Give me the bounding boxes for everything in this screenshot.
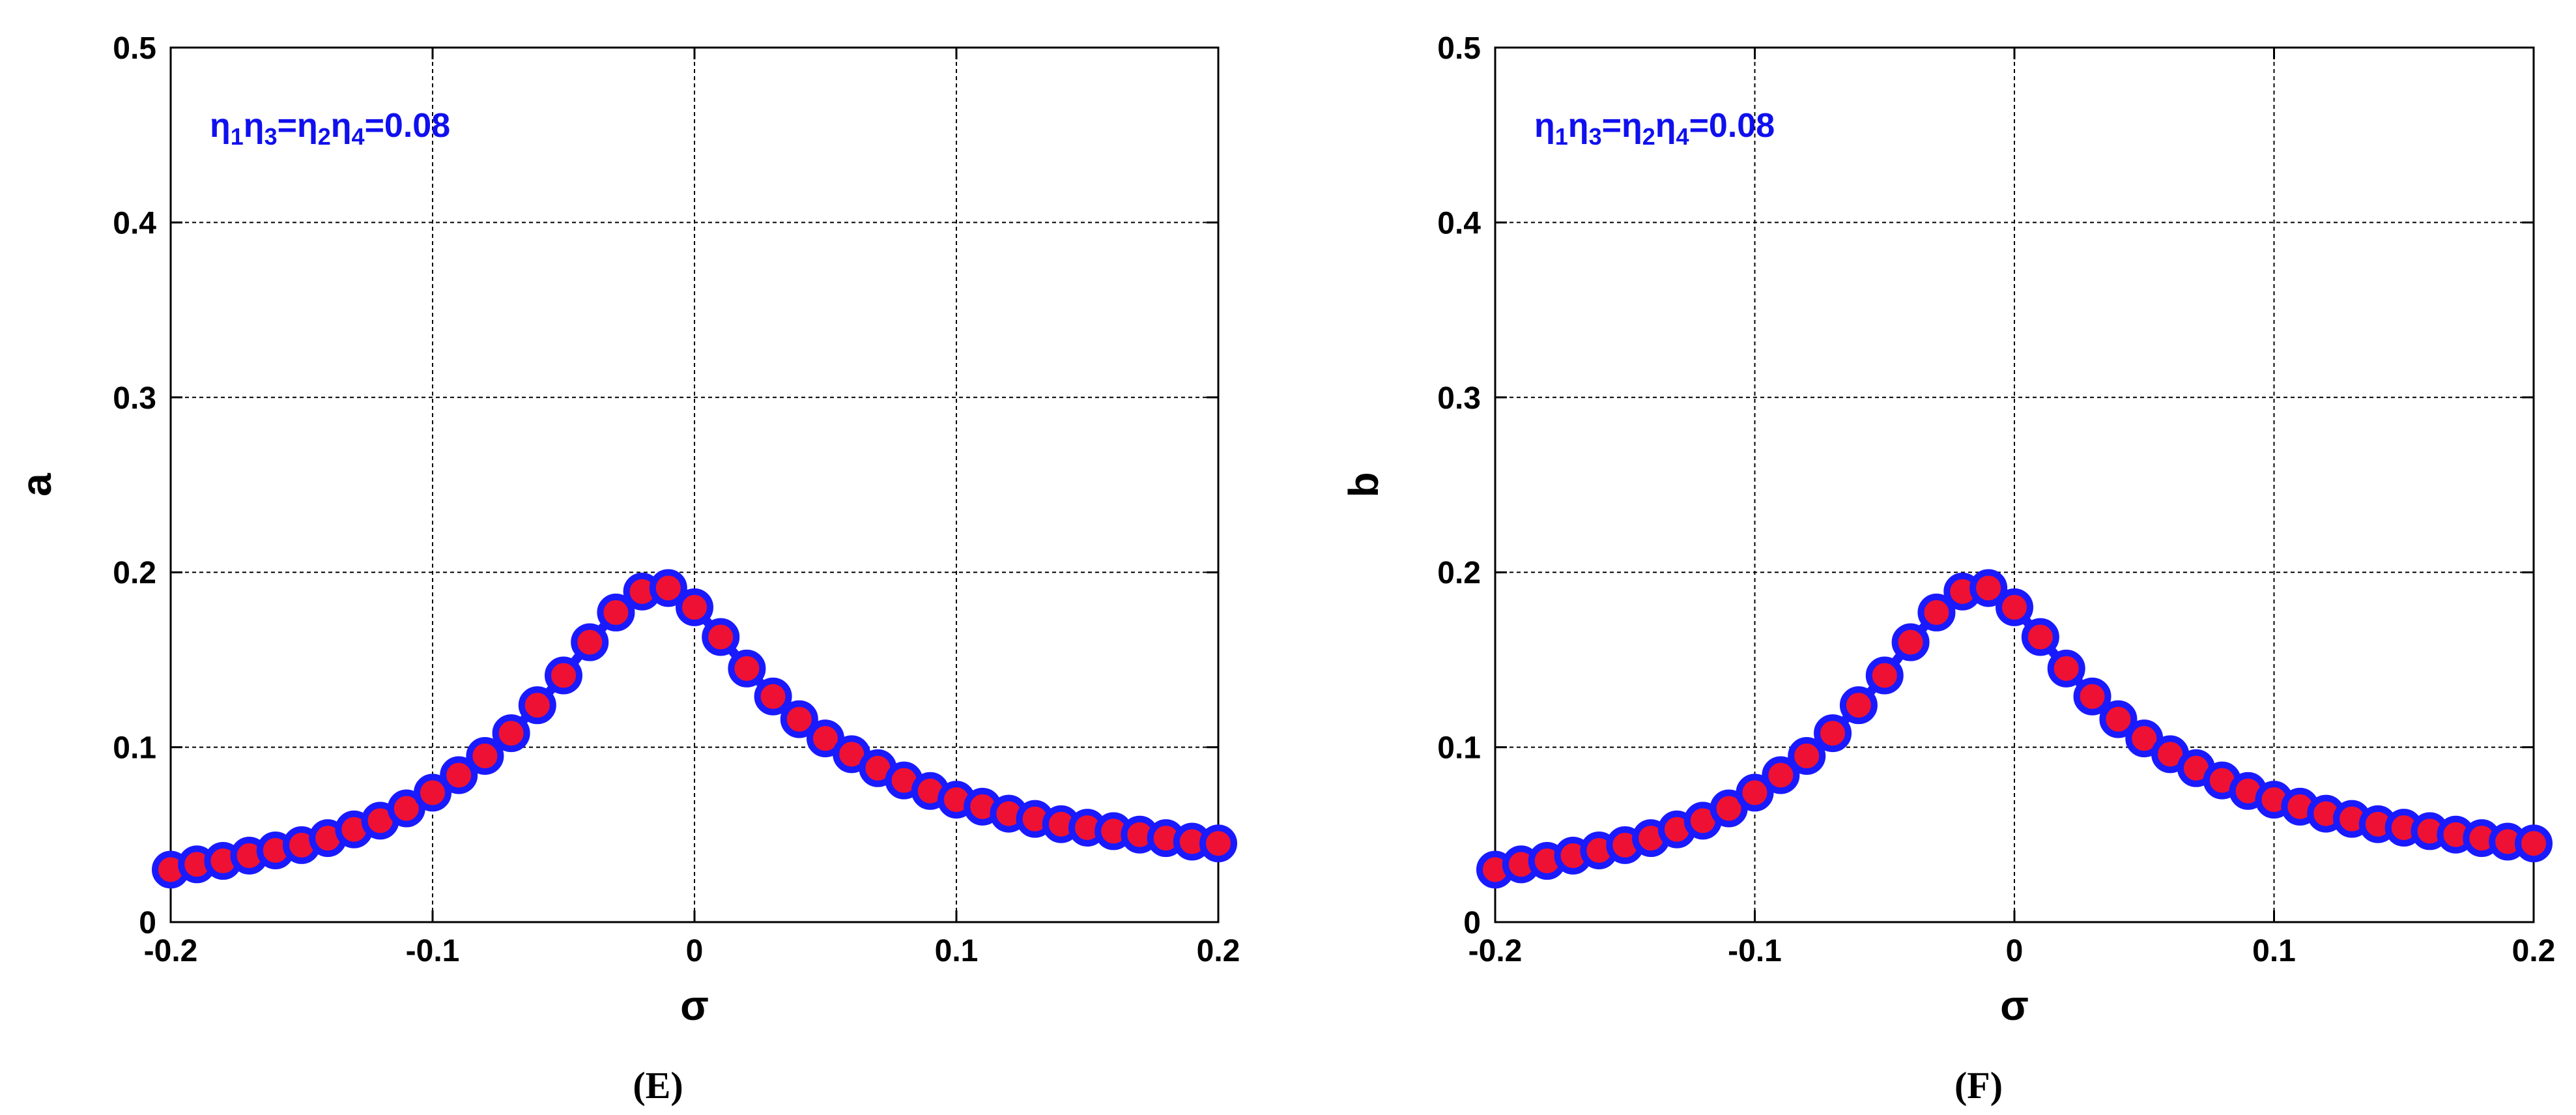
x-tick-label: 0.2 [2512,934,2556,968]
y-tick-label: 0.2 [113,556,156,590]
data-point [1814,714,1852,753]
y-tick-label: 0.5 [1437,31,1481,66]
parameter-annotation: η1η3=η2η4=0.08 [1534,107,1775,150]
data-point [702,618,740,656]
y-tick-label: 0.1 [113,731,156,766]
chart-panel-f: -0.2 -0.1 0 0.1 0.200.10.20.30.40.5σbη1η3=η2… [1340,31,2555,1107]
data-point [1969,569,2008,607]
y-tick-label: 0.4 [113,206,156,240]
x-tick-label: -0.1 [406,934,460,968]
annotation-subscript: 3 [1589,123,1602,150]
data-point [2073,677,2111,716]
data-point [440,756,478,794]
annotation-subscript: 3 [265,123,278,150]
y-tick-label: 0.3 [113,381,156,416]
annotation-subscript: 2 [318,123,331,150]
data-point [780,700,818,738]
annotation-subscript: 1 [1555,123,1568,150]
annotation-text: η [1655,107,1676,145]
data-point [2021,618,2059,656]
data-point [414,774,451,812]
data-point [492,714,530,753]
data-point [545,656,582,695]
x-tick-label: 0.1 [935,934,979,968]
annotation-subscript: 1 [231,123,244,150]
annotation-text: =0.08 [1689,107,1775,145]
annotation-subscript: 4 [1676,123,1689,150]
annotation-text: =η [1602,107,1642,145]
annotation-text: η [210,107,231,145]
y-tick-label: 0.5 [113,31,156,66]
panel-label: (E) [633,1064,683,1107]
data-point [1839,686,1878,725]
data-point [1762,756,1800,794]
data-point [466,737,504,775]
x-tick-label: -0.2 [1468,934,1523,968]
data-point [1736,774,1774,812]
y-tick-label: 0 [1463,906,1481,940]
annotation-subscript: 2 [1642,123,1655,150]
annotation-text: η [244,107,265,145]
y-tick-label: 0.4 [1437,206,1481,240]
data-point [1199,824,1237,863]
data-point [649,569,687,607]
y-tick-label: 0.2 [1437,556,1481,590]
x-tick-label: -0.1 [1728,934,1782,968]
y-axis-label: a [13,473,60,497]
data-point [597,593,635,631]
data-point [1788,737,1826,775]
parameter-annotation: η1η3=η2η4=0.08 [210,107,450,150]
x-axis-label: σ [680,982,709,1029]
data-point [1891,623,1930,661]
data-point [387,789,425,828]
annotation-text: η [331,107,352,145]
x-tick-label: 0 [2006,934,2024,968]
annotation-text: η [1534,107,1555,145]
data-point [728,649,766,688]
annotation-text: =0.08 [365,107,451,145]
x-tick-label: -0.2 [144,934,198,968]
y-tick-label: 0.3 [1437,381,1481,416]
x-tick-label: 0.1 [2252,934,2296,968]
y-tick-label: 0.1 [1437,731,1481,766]
data-point [807,719,844,758]
data-point [754,677,792,716]
annotation-text: =η [278,107,318,145]
data-point [1917,593,1956,631]
data-point [518,686,556,725]
x-tick-label: 0 [686,934,704,968]
data-point [2047,649,2085,688]
data-point [676,588,713,626]
y-tick-label: 0 [139,906,156,940]
data-point [1996,588,2033,626]
chart-panel-e: -0.2 -0.1 0 0.1 0.200.10.20.30.40.5σaη1η3=η2… [13,31,1240,1107]
data-point [2099,700,2138,738]
data-point [1865,656,1904,695]
x-axis-label: σ [2000,982,2029,1029]
y-axis-label: b [1340,472,1387,497]
data-point [2515,824,2553,863]
annotation-subscript: 4 [352,123,365,150]
annotation-text: η [1568,107,1589,145]
panel-label: (F) [1954,1064,2003,1107]
x-tick-label: 0.2 [1197,934,1240,968]
data-point [571,623,609,661]
